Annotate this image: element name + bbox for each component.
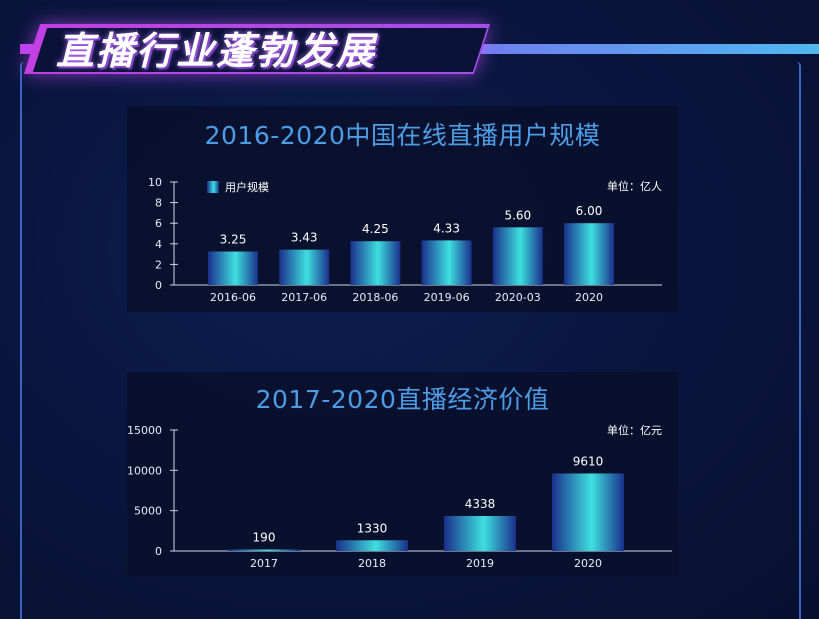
bar — [552, 473, 624, 551]
data-label: 6.00 — [576, 204, 603, 218]
data-label: 4.25 — [362, 222, 389, 236]
chart-title: 2017-2020直播经济价值 — [255, 385, 550, 414]
bar — [350, 241, 401, 285]
unit-label: 单位：亿人 — [607, 179, 662, 193]
y-tick-label: 2 — [155, 258, 162, 271]
x-tick-label: 2020 — [575, 291, 603, 304]
y-tick-label: 0 — [155, 545, 162, 558]
data-label: 9610 — [573, 454, 604, 468]
y-tick-label: 6 — [155, 217, 162, 230]
x-tick-label: 2018 — [358, 557, 386, 570]
bar — [564, 223, 614, 285]
y-tick-label: 0 — [155, 279, 162, 292]
user-scale-panel: 2016-2020中国在线直播用户规模 0 2 4 6 8 10 3.25 2016-06 3.… — [127, 106, 678, 312]
header-banner: 直播行业蓬勃发展 — [0, 18, 819, 78]
x-tick-label: 2020-03 — [495, 291, 541, 304]
data-label: 190 — [253, 530, 276, 544]
bar — [336, 540, 408, 551]
x-tick-label: 2019-06 — [424, 291, 470, 304]
data-label: 1330 — [357, 521, 388, 535]
y-tick-label: 4 — [155, 238, 162, 251]
y-tick-label: 5000 — [134, 505, 162, 518]
y-tick-label: 8 — [155, 197, 162, 210]
legend-label: 用户规模 — [225, 180, 269, 194]
y-tick-label: 10 — [148, 176, 162, 189]
bar — [492, 227, 543, 285]
page-title: 直播行业蓬勃发展 — [56, 29, 377, 73]
bar — [228, 549, 300, 551]
data-label: 4.33 — [433, 221, 460, 235]
economy-value-chart: 0 5000 10000 15000 190 2017 1330 2018 4338 2019 96… — [127, 423, 672, 570]
data-label: 4338 — [465, 497, 496, 511]
x-tick-label: 2020 — [574, 557, 602, 570]
y-tick-label: 15000 — [127, 424, 162, 437]
economy-value-panel: 2017-2020直播经济价值 0 5000 10000 15000 190 2017 13… — [127, 372, 678, 576]
bar — [279, 249, 330, 285]
data-label: 3.43 — [291, 231, 318, 245]
x-tick-label: 2018-06 — [352, 291, 398, 304]
user-scale-chart: 0 2 4 6 8 10 3.25 2016-06 3.43 2017-06 4.25 2018-06… — [148, 176, 662, 304]
bar — [208, 251, 258, 285]
unit-label: 单位：亿元 — [607, 423, 662, 437]
bar — [421, 240, 472, 285]
data-label: 3.25 — [220, 233, 247, 247]
x-tick-label: 2017-06 — [281, 291, 327, 304]
x-tick-label: 2016-06 — [210, 291, 256, 304]
data-label: 5.60 — [504, 208, 531, 222]
bar — [444, 516, 516, 551]
x-tick-label: 2017 — [250, 557, 278, 570]
chart-title: 2016-2020中国在线直播用户规模 — [204, 121, 601, 150]
y-tick-label: 10000 — [127, 464, 162, 477]
content-frame — [20, 62, 801, 619]
x-tick-label: 2019 — [466, 557, 494, 570]
legend-swatch — [207, 181, 219, 193]
